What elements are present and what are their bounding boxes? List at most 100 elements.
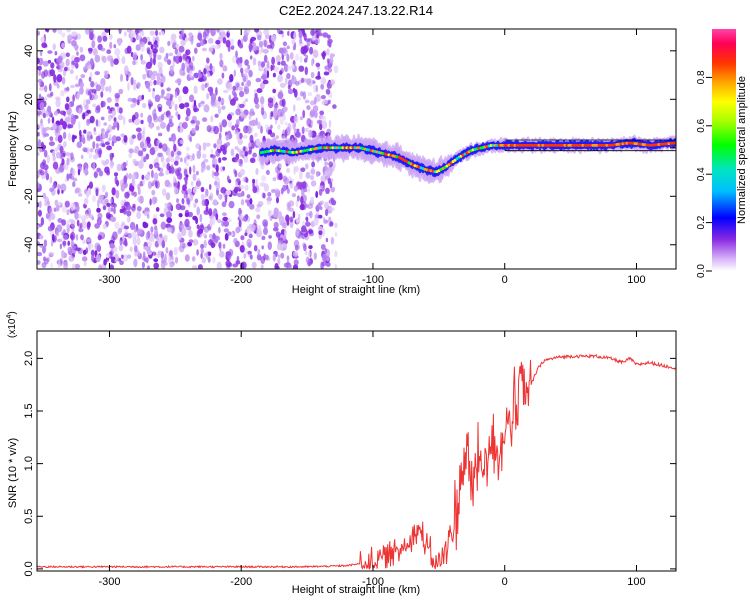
- noise-speck: [267, 100, 274, 109]
- noise-speck: [258, 65, 264, 72]
- noise-speck: [281, 221, 287, 229]
- noise-speck: [86, 135, 92, 142]
- noise-speck: [90, 135, 93, 140]
- noise-speck: [121, 56, 126, 65]
- noise-speck: [123, 65, 129, 74]
- noise-speck: [263, 29, 270, 35]
- noise-speck: [146, 213, 150, 219]
- noise-speck: [240, 168, 245, 176]
- noise-speck: [100, 91, 104, 98]
- noise-speck: [251, 119, 257, 127]
- noise-speck: [255, 168, 259, 175]
- noise-speck: [210, 115, 214, 123]
- noise-speck: [115, 136, 121, 142]
- noise-speck: [205, 188, 209, 197]
- colorbar-tick-label: 0.6: [696, 118, 707, 132]
- snr-panel: -300 -200 -100 0 100 0.0 0.5 1.0 1.5 2.0 Height …: [6, 311, 677, 596]
- noise-speck: [158, 77, 162, 86]
- noise-speck: [206, 165, 211, 171]
- noise-speck: [307, 91, 313, 97]
- noise-speck: [121, 254, 124, 259]
- noise-speck: [284, 121, 288, 126]
- noise-speck: [140, 112, 144, 118]
- noise-speck: [193, 72, 200, 79]
- noise-speck: [184, 37, 188, 43]
- noise-speck: [83, 129, 87, 134]
- noise-speck: [90, 249, 95, 256]
- noise-speck: [309, 210, 313, 219]
- noise-speck: [307, 203, 313, 209]
- noise-speck: [219, 59, 224, 68]
- noise-speck: [126, 210, 132, 217]
- noise-speck: [61, 206, 68, 213]
- noise-speck: [298, 65, 305, 72]
- noise-speck: [283, 63, 289, 73]
- noise-speck: [122, 207, 127, 215]
- noise-speck: [270, 64, 273, 72]
- noise-speck: [136, 205, 142, 212]
- noise-speck: [43, 258, 49, 265]
- noise-speck: [320, 244, 326, 250]
- noise-speck: [259, 182, 265, 187]
- noise-speck: [239, 214, 243, 220]
- noise-speck: [310, 168, 316, 175]
- noise-speck: [216, 29, 220, 33]
- noise-speck: [320, 83, 325, 90]
- noise-speck: [146, 250, 153, 256]
- noise-speck: [199, 213, 203, 223]
- noise-speck: [140, 119, 144, 125]
- noise-speck: [270, 34, 277, 42]
- noise-speck: [213, 143, 217, 149]
- noise-speck: [284, 129, 287, 139]
- noise-speck: [259, 82, 265, 90]
- noise-speck: [235, 50, 238, 59]
- noise-speck: [300, 167, 306, 172]
- noise-speck: [39, 50, 43, 57]
- noise-speck: [161, 188, 167, 196]
- noise-speck: [62, 150, 66, 158]
- noise-speck: [128, 118, 133, 123]
- noise-speck: [157, 115, 164, 123]
- noise-speck: [123, 116, 126, 126]
- snr-multiplier-close: ): [7, 311, 18, 314]
- noise-speck: [122, 254, 129, 262]
- noise-speck: [314, 37, 321, 45]
- noise-speck: [137, 82, 141, 88]
- noise-speck: [70, 219, 76, 229]
- noise-speck: [204, 82, 208, 88]
- noise-speck: [49, 176, 53, 184]
- x-tick-label: -200: [230, 274, 252, 286]
- noise-speck: [322, 51, 326, 60]
- noise-speck: [261, 235, 266, 241]
- noise-speck: [37, 260, 41, 265]
- snr-frame: [37, 331, 676, 571]
- noise-speck: [87, 109, 92, 115]
- noise-speck: [73, 62, 78, 67]
- noise-speck: [133, 258, 138, 268]
- noise-speck: [128, 152, 133, 159]
- noise-speck: [166, 217, 173, 224]
- noise-speck: [276, 242, 283, 251]
- noise-speck: [55, 136, 59, 142]
- noise-speck: [169, 249, 174, 257]
- noise-speck: [71, 31, 77, 37]
- noise-speck: [144, 207, 150, 212]
- noise-speck: [246, 227, 252, 235]
- noise-speck: [223, 228, 229, 233]
- noise-speck: [302, 109, 306, 119]
- noise-speck: [145, 136, 151, 144]
- noise-speck: [184, 156, 187, 164]
- noise-speck: [295, 199, 299, 208]
- noise-speck: [67, 34, 73, 40]
- snr-multiplier-exponent: 4: [6, 315, 13, 319]
- noise-speck: [233, 69, 236, 77]
- noise-speck: [76, 141, 83, 149]
- noise-speck: [219, 124, 223, 133]
- noise-speck: [152, 218, 158, 225]
- noise-speck: [243, 146, 246, 152]
- noise-speck: [176, 172, 183, 180]
- noise-speck: [234, 170, 238, 178]
- noise-speck: [266, 200, 271, 205]
- noise-speck: [276, 29, 280, 34]
- noise-speck: [74, 189, 78, 194]
